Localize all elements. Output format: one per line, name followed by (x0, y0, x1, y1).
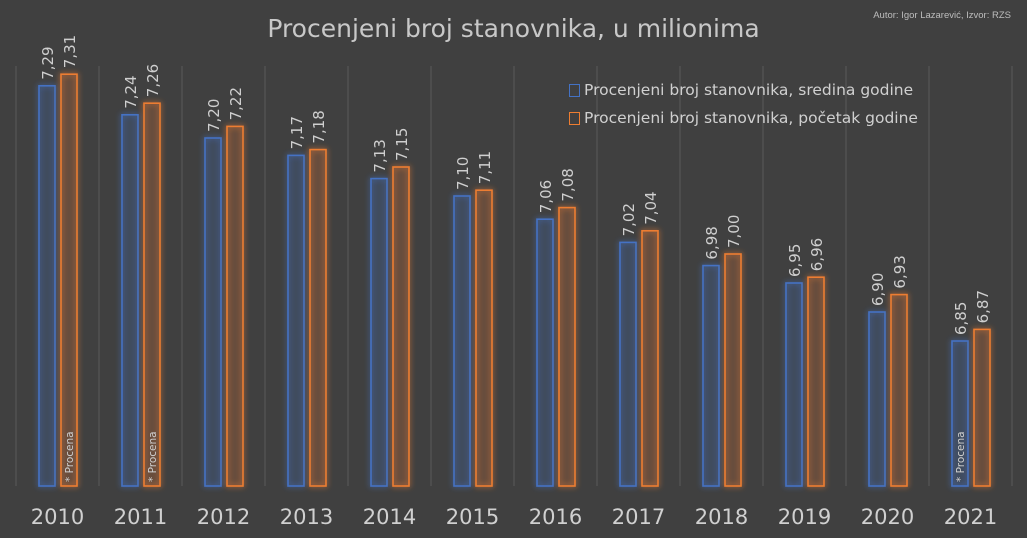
data-label: 7,08 (559, 168, 577, 201)
bar-mid-year (702, 264, 720, 487)
bar-mid-year (453, 195, 471, 487)
bar-start-year (724, 253, 742, 487)
legend-item-mid-year: Procenjeni broj stanovnika, sredina godi… (569, 76, 918, 104)
data-label: 6,96 (808, 238, 826, 271)
bar-start-year (392, 166, 410, 487)
bar-mid-year (204, 137, 222, 487)
bar-start-year (475, 189, 493, 487)
x-tick-label: 2018 (695, 505, 748, 529)
data-label: 7,17 (288, 116, 306, 149)
data-label: 6,85 (952, 302, 970, 335)
legend: Procenjeni broj stanovnika, sredina godi… (569, 76, 918, 132)
x-tick-label: 2019 (778, 505, 831, 529)
bar-mid-year (951, 340, 969, 487)
x-tick-label: 2012 (197, 505, 250, 529)
legend-swatch-orange (569, 111, 580, 125)
x-tick-label: 2011 (114, 505, 167, 529)
bar-mid-year (370, 177, 388, 487)
chart-title: Procenjeni broj stanovnika, u milionima (267, 14, 760, 43)
bar-start-year (558, 206, 576, 487)
x-tick-label: 2017 (612, 505, 665, 529)
data-label: 7,31 (61, 35, 79, 68)
legend-label: Procenjeni broj stanovnika, početak godi… (584, 109, 918, 127)
data-label: 7,00 (725, 215, 743, 248)
x-tick-label: 2013 (280, 505, 333, 529)
bar-start-year (641, 230, 659, 487)
data-label: 7,10 (454, 157, 472, 190)
x-tick-label: 2021 (944, 505, 997, 529)
data-label: 7,29 (39, 46, 57, 79)
data-label: 7,22 (227, 87, 245, 120)
bar-start-year (973, 328, 991, 487)
data-label: 7,11 (476, 151, 494, 184)
legend-item-start-year: Procenjeni broj stanovnika, početak godi… (569, 104, 918, 132)
bar-start-year (309, 148, 327, 487)
x-tick-label: 2010 (31, 505, 84, 529)
data-label: 7,20 (205, 99, 223, 132)
bar-mid-year (785, 282, 803, 487)
data-label: 6,90 (869, 273, 887, 306)
bar-start-year (890, 293, 908, 487)
procena-annotation: * Procena (955, 431, 967, 482)
legend-swatch-blue (569, 83, 580, 97)
data-label: 6,95 (786, 244, 804, 277)
data-label: 6,93 (891, 255, 909, 288)
data-label: 7,13 (371, 139, 389, 172)
data-label: 6,98 (703, 226, 721, 259)
x-tick-label: 2020 (861, 505, 914, 529)
bar-start-year (807, 276, 825, 487)
procena-annotation: * Procena (64, 431, 76, 482)
data-label: 7,02 (620, 203, 638, 236)
x-tick-label: 2015 (446, 505, 499, 529)
data-label: 6,87 (974, 290, 992, 323)
data-label: 7,04 (642, 191, 660, 224)
bar-mid-year (121, 114, 139, 487)
credit-text: Autor: Igor Lazarević, Izvor: RZS (873, 10, 1011, 21)
data-label: 7,26 (144, 64, 162, 97)
bar-mid-year (536, 218, 554, 487)
procena-annotation: * Procena (147, 431, 159, 482)
bar-start-year (60, 73, 78, 487)
bar-start-year (226, 125, 244, 487)
data-label: 7,24 (122, 75, 140, 108)
data-label: 7,06 (537, 180, 555, 213)
bar-mid-year (868, 311, 886, 487)
bar-start-year (143, 102, 161, 487)
legend-label: Procenjeni broj stanovnika, sredina godi… (584, 81, 914, 99)
bar-mid-year (287, 154, 305, 487)
bar-mid-year (38, 85, 56, 487)
data-label: 7,15 (393, 128, 411, 161)
data-label: 7,18 (310, 110, 328, 143)
x-tick-label: 2014 (363, 505, 416, 529)
bar-mid-year (619, 241, 637, 487)
x-tick-label: 2016 (529, 505, 582, 529)
